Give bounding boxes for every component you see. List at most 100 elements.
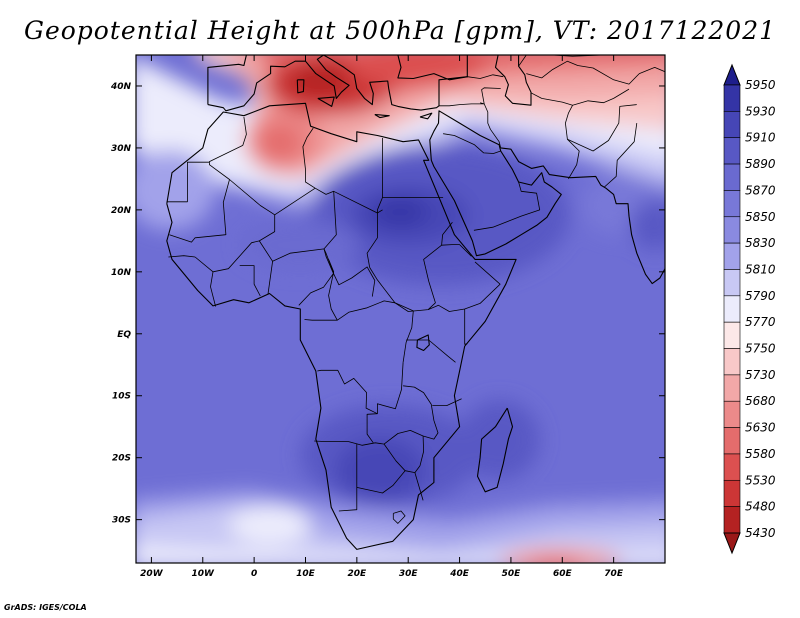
- border-zimbabwe-moz: [414, 435, 425, 473]
- border-kenya-tanzania: [428, 339, 456, 363]
- colorbar-swatch: [723, 269, 741, 297]
- border-ethiopia-eritrea: [441, 244, 472, 257]
- height-field: [136, 55, 665, 563]
- border-syria-turkey: [439, 103, 485, 107]
- colorbar-label: 5930: [745, 104, 776, 118]
- colorbar: 5950 5930 5910 5890 5870 5850 5830 5810 5790 5770…: [723, 63, 776, 555]
- colorbar-swatch: [723, 137, 741, 165]
- border-mauritania: [169, 179, 230, 243]
- coastline-sicily: [317, 96, 335, 107]
- y-tick-label: 30S: [112, 516, 131, 526]
- plot-frame: [135, 54, 666, 564]
- colorbar-label: 5910: [745, 131, 776, 145]
- colorbar-swatch: [723, 216, 741, 244]
- colorbar-swatch: [723, 163, 741, 191]
- colorbar-swatch: [723, 348, 741, 376]
- coastline-arabia: [429, 110, 562, 257]
- y-axis-ticks: 40N 30N 20N 10N EQ 10S 20S 30S: [110, 82, 665, 526]
- height-blobs: [136, 55, 665, 563]
- x-tick-label: 70E: [604, 569, 624, 579]
- x-tick-label: 30E: [399, 569, 419, 579]
- colorbar-label: 5870: [745, 183, 776, 197]
- colorbar-swatch: [723, 479, 741, 507]
- y-tick-label: 20N: [111, 206, 132, 216]
- y-tick-label: 10N: [111, 268, 132, 278]
- border-saudi-yemen: [473, 181, 541, 231]
- colorbar-label: 5850: [745, 210, 776, 224]
- y-tick-label: 20S: [112, 454, 131, 464]
- x-tick-label: 40E: [449, 569, 470, 579]
- border-caucasus: [467, 74, 504, 79]
- border-drc-west: [317, 362, 404, 415]
- colorbar-label: 5680: [745, 394, 776, 408]
- x-tick-label: 10W: [192, 569, 216, 579]
- border-chad-east: [323, 191, 376, 297]
- x-tick-label: 50E: [502, 569, 522, 579]
- coastline-italy: [305, 55, 350, 99]
- border-zimbabwe: [383, 443, 406, 471]
- border-afghan-east: [567, 104, 637, 152]
- x-axis-ticks: 20W 10W 0 10E 20E 30E 40E 50E 60E 70E: [140, 55, 624, 579]
- colorbar-swatch: [723, 400, 741, 428]
- border-libya-south: [302, 127, 383, 214]
- border-senegal-guinea: [168, 255, 196, 258]
- y-tick-label: EQ: [117, 330, 131, 340]
- colorbar-label: 5790: [745, 289, 776, 303]
- coastlines: [166, 55, 665, 550]
- colorbar-label: 5830: [745, 236, 776, 250]
- colorbar-swatch: [723, 84, 741, 112]
- border-iran-turkey: [481, 87, 501, 104]
- border-angola-south: [314, 440, 385, 446]
- colorbar-swatch: [723, 374, 741, 402]
- border-angola-zambia: [366, 413, 378, 444]
- border-nigeria-benin: [267, 261, 273, 295]
- colorbar-bottom-arrow: [723, 532, 741, 555]
- coastline-europe-med: [207, 55, 247, 105]
- coastline-lake-victoria: [416, 334, 430, 352]
- y-tick-label: 10S: [112, 392, 131, 402]
- border-western-sahara: [166, 161, 210, 203]
- border-west-africa-inner: [210, 271, 216, 307]
- colorbar-top-arrow: [723, 63, 741, 86]
- x-tick-label: 20E: [348, 569, 368, 579]
- colorbar-swatch: [723, 111, 741, 139]
- coastline-caspian: [494, 55, 532, 106]
- colorbar-label: 5530: [745, 473, 776, 487]
- coastline-cyprus: [419, 112, 433, 120]
- border-kenya-somalia: [464, 309, 468, 345]
- colorbar-label: 5730: [745, 368, 776, 382]
- border-turkmen-uzbek: [530, 88, 630, 106]
- colorbar-swatch: [723, 190, 741, 218]
- coastline-balkans-turkey: [323, 55, 468, 111]
- border-pakistan-india: [604, 123, 638, 188]
- colorbar-label: 5890: [745, 157, 776, 171]
- border-sudan-chad-libya: [366, 197, 383, 268]
- y-tick-label: 40N: [110, 82, 132, 92]
- border-lesotho: [392, 510, 406, 524]
- colorbar-label: 5810: [745, 262, 776, 276]
- colorbar-label: 5770: [745, 315, 776, 329]
- border-south-sudan: [369, 222, 453, 312]
- colorbar-label: 5950: [745, 78, 776, 92]
- chart-title: Geopotential Height at 500hPa [gpm], VT:…: [23, 16, 777, 45]
- colorbar-label: 5480: [745, 500, 776, 514]
- colorbar-label: 5630: [745, 421, 776, 435]
- colorbar-swatch: [723, 295, 741, 323]
- colorbar-label: 5430: [745, 526, 776, 540]
- coastline-africa: [166, 102, 517, 550]
- border-cameroon-car: [304, 259, 338, 321]
- coastline-crete: [374, 113, 390, 119]
- colorbar-label: 5580: [745, 447, 776, 461]
- x-tick-label: 20W: [140, 569, 164, 579]
- colorbar-swatch: [723, 321, 741, 349]
- border-central-asia: [526, 60, 665, 85]
- border-niger-south: [258, 240, 335, 306]
- coastline-sardinia: [296, 79, 305, 94]
- coastline-black-sea: [397, 55, 468, 81]
- country-borders: [166, 55, 665, 524]
- colorbar-swatch: [723, 242, 741, 270]
- grads-credit: GrADS: IGES/COLA: [4, 603, 87, 612]
- coastline-spain-south: [207, 60, 306, 112]
- coastline-iran-pakistan: [500, 147, 665, 285]
